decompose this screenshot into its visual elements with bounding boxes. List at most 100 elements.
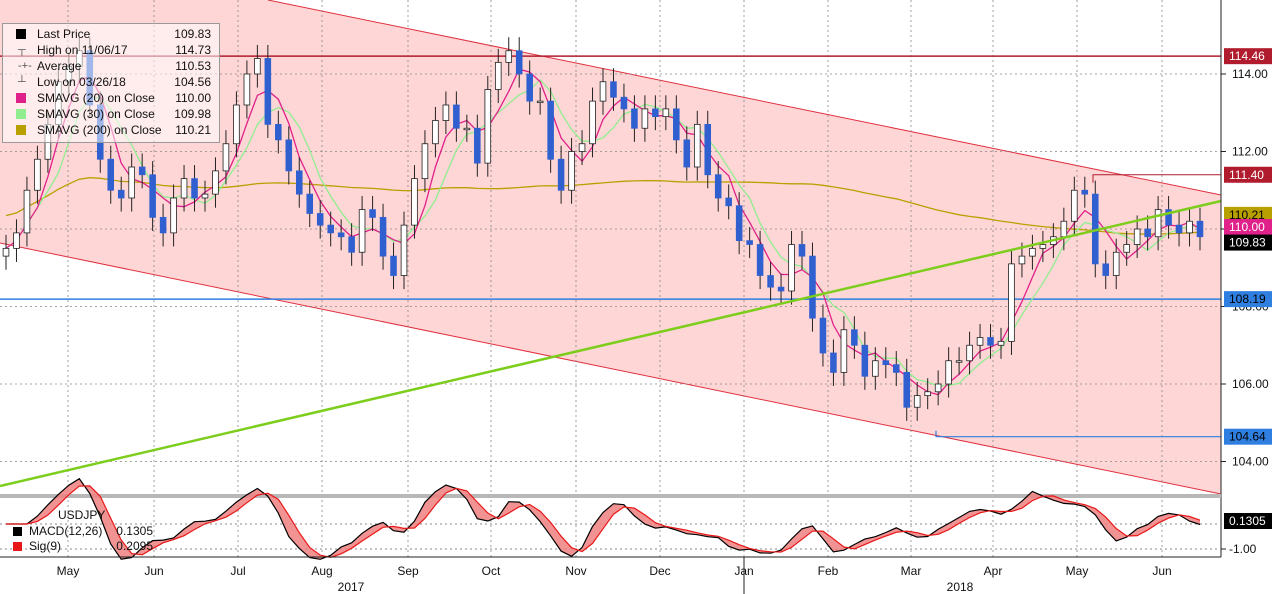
- candle-body: [631, 108, 638, 129]
- legend-swatch: [16, 109, 26, 119]
- candle-body: [840, 329, 848, 373]
- legend-row-smavg30: SMAVG (30) on Close 109.98: [6, 106, 215, 122]
- price-tick-label: 114.00: [1232, 67, 1268, 81]
- candle-body: [934, 383, 942, 393]
- candle-body: [1144, 228, 1151, 238]
- candle-body: [1039, 244, 1047, 249]
- candle-body: [872, 360, 879, 377]
- candle-body: [1008, 263, 1015, 342]
- legend-label: SMAVG (200) on Close: [37, 123, 162, 137]
- candle-body: [222, 143, 230, 172]
- price-tick-label: 112.00: [1232, 145, 1268, 159]
- price-tick-label: 104.00: [1232, 455, 1269, 469]
- candle-body: [233, 104, 240, 145]
- candle-body: [641, 108, 649, 129]
- candle-body: [851, 329, 858, 346]
- year-label: 2017: [338, 580, 365, 594]
- legend-label: Average: [37, 59, 82, 73]
- legend-swatch: [13, 527, 22, 536]
- candle-body: [191, 178, 198, 199]
- candle-body: [756, 244, 764, 276]
- month-label: May: [57, 564, 80, 578]
- macd-histogram-fill: [6, 478, 1200, 560]
- legend-label: High on 11/06/17: [37, 43, 128, 57]
- candle-body: [243, 73, 251, 106]
- month-label: Sep: [397, 564, 419, 578]
- candle-body: [788, 244, 795, 292]
- price-badge: [1224, 166, 1272, 183]
- candle-body: [13, 232, 20, 249]
- trendline: [0, 199, 1222, 488]
- macd-badge-label: 0.1305: [1229, 514, 1266, 528]
- candle-body: [704, 123, 712, 176]
- candle-body: [411, 178, 418, 226]
- price-badge: [1224, 219, 1272, 235]
- candle-body: [892, 364, 900, 373]
- month-label: Nov: [565, 564, 586, 578]
- legend-row-last-price: Last Price 109.83: [6, 26, 215, 42]
- channel-fill: [0, 0, 1221, 494]
- candle-body: [735, 205, 743, 242]
- candle-body: [1123, 244, 1130, 253]
- candle-body: [1154, 209, 1162, 238]
- candle-body: [337, 232, 345, 238]
- candle-body: [547, 100, 554, 160]
- candle-body: [107, 158, 115, 191]
- candle-body: [819, 317, 827, 354]
- candle-body: [348, 236, 355, 253]
- legend-label: SMAVG (20) on Close: [37, 91, 155, 105]
- candle-body: [882, 360, 890, 366]
- candle-body: [830, 352, 837, 373]
- signal-legend-row: Sig(9) 0.2095: [0, 539, 155, 554]
- candle-body: [264, 58, 272, 125]
- candle-body: [453, 104, 460, 129]
- candle-body: [149, 174, 156, 218]
- legend-swatch: [16, 125, 26, 135]
- candle-body: [945, 360, 952, 385]
- candle-body: [557, 158, 565, 191]
- legend-value: 110.00: [175, 91, 211, 105]
- month-label: Oct: [482, 564, 501, 578]
- price-badge: [1224, 206, 1272, 223]
- candle-body: [379, 216, 387, 257]
- candle-body: [369, 209, 376, 218]
- candle-body: [306, 193, 314, 214]
- gridlines: [0, 0, 1221, 557]
- candle-body: [599, 81, 607, 102]
- candle-body: [212, 170, 219, 195]
- candle-body: [23, 189, 31, 234]
- trendline: [0, 199, 1222, 488]
- candle-body: [693, 123, 701, 168]
- candle-body: [767, 275, 774, 288]
- panel-divider: [0, 494, 1221, 498]
- candle-body: [1112, 251, 1120, 276]
- candle-body: [1196, 220, 1204, 238]
- candle-body: [138, 166, 146, 176]
- candle-body: [610, 81, 617, 98]
- legend-value: 114.73: [175, 43, 211, 57]
- price-badge: [1224, 234, 1272, 251]
- candle-body: [777, 286, 785, 292]
- price-badge: [1224, 291, 1272, 308]
- month-label: Apr: [984, 564, 1003, 578]
- legend-label: MACD(12,26): [29, 524, 103, 538]
- candle-body: [117, 189, 125, 199]
- legend-swatch: [16, 29, 26, 39]
- macd-tick-label: -1.00: [1229, 542, 1257, 556]
- candle-body: [924, 391, 931, 397]
- legend-value: 104.56: [174, 75, 211, 89]
- candle-body: [1018, 255, 1026, 265]
- candle-body: [159, 216, 167, 234]
- channel-background: [0, 0, 1222, 495]
- candle-body: [662, 108, 670, 118]
- legend-value: 0.1305: [116, 524, 153, 538]
- candle-body: [2, 247, 10, 257]
- legend-label: Sig(9): [29, 539, 62, 553]
- month-label: Feb: [818, 564, 839, 578]
- price-badge-label: 110.00: [1229, 220, 1265, 234]
- candle-body: [903, 371, 911, 408]
- legend-row-low: ┴ Low on 03/26/18 104.56: [6, 74, 215, 90]
- month-label: Jun: [1152, 564, 1171, 578]
